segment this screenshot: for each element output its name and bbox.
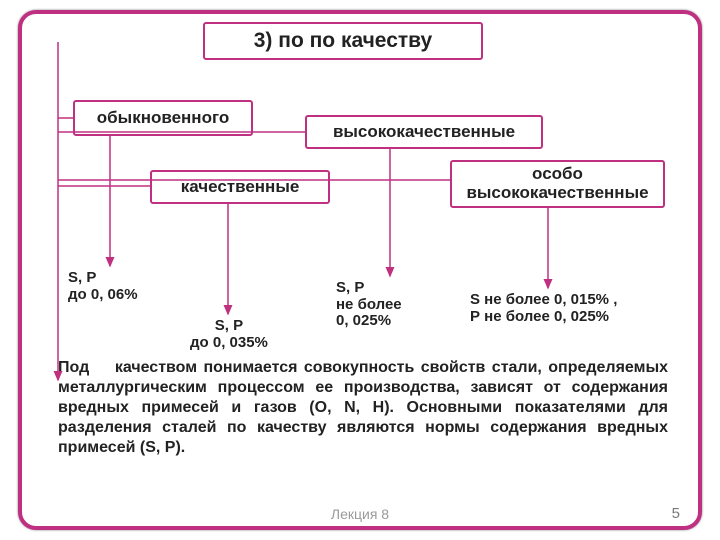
box-extra-high-quality: особо высококачественные — [450, 160, 665, 208]
title-box: 3) по по качеству — [203, 22, 483, 60]
box-label: особо высококачественные — [452, 165, 663, 202]
label-s-p-extra: S не более 0, 015% , Р не более 0, 025% — [470, 292, 617, 325]
footer-page-number: 5 — [672, 505, 680, 522]
label-line: до 0, 035% — [190, 335, 268, 352]
label-line: до 0, 06% — [68, 287, 138, 304]
label-line: 0, 025% — [336, 313, 402, 330]
label-sp-006: S, P до 0, 06% — [68, 270, 138, 303]
paragraph: Под качеством понимается совокупность св… — [58, 358, 668, 458]
footer-lecture: Лекция 8 — [0, 506, 720, 522]
label-line: S, P — [190, 318, 268, 335]
label-sp-0035: S, P до 0, 035% — [190, 318, 268, 351]
box-ordinary: обыкновенного — [73, 100, 253, 136]
title-text: 3) по по качеству — [254, 29, 433, 52]
label-line: S, P — [68, 270, 138, 287]
box-label: высококачественные — [333, 123, 515, 142]
box-label: обыкновенного — [97, 109, 229, 128]
box-quality: качественные — [150, 170, 330, 204]
box-high-quality: высококачественные — [305, 115, 543, 149]
label-sp-0025: S, P не более 0, 025% — [336, 280, 402, 330]
label-line: Р не более 0, 025% — [470, 309, 617, 326]
label-line: не более — [336, 297, 402, 314]
box-label: качественные — [181, 178, 300, 197]
label-line: S, P — [336, 280, 402, 297]
label-line: S не более 0, 015% , — [470, 292, 617, 309]
